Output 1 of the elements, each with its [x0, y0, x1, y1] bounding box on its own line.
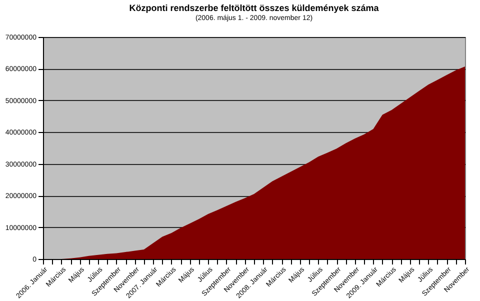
chart-title: Központi rendszerbe feltöltött összes küldemények száma — [129, 3, 380, 13]
